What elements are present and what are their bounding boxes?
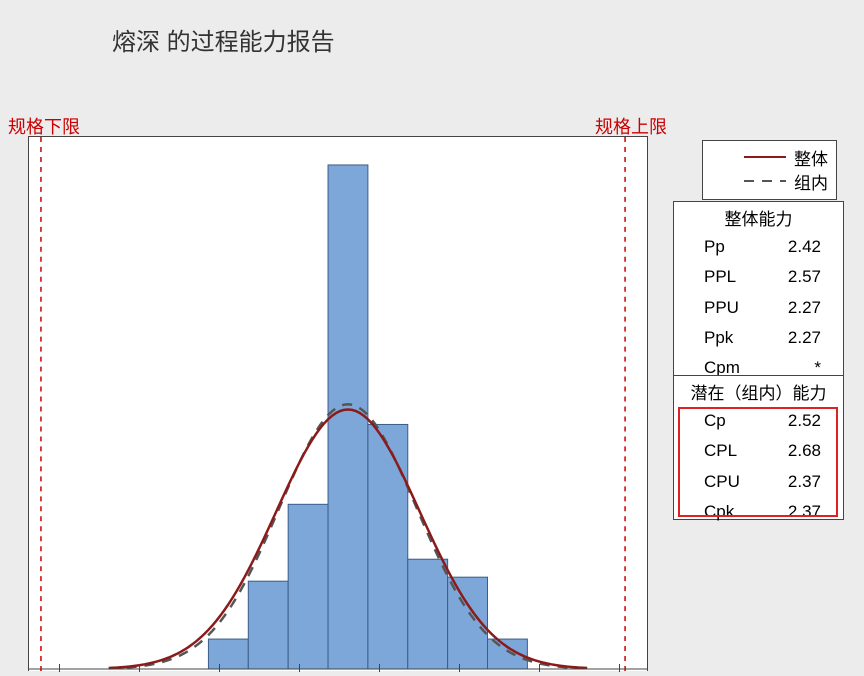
x-tick bbox=[59, 664, 60, 672]
legend-within: 组内 bbox=[711, 169, 828, 193]
within-stat-label: CPU bbox=[704, 469, 740, 495]
within-stat-value: 2.52 bbox=[788, 408, 821, 434]
overall-stat-value: 2.42 bbox=[788, 234, 821, 260]
within-stat-row: Cpk 2.37 bbox=[674, 497, 843, 527]
overall-stat-value: 2.57 bbox=[788, 264, 821, 290]
overall-stat-row: Pp 2.42 bbox=[674, 232, 843, 262]
overall-stat-value: 2.27 bbox=[788, 325, 821, 351]
overall-stat-row: Ppk 2.27 bbox=[674, 323, 843, 353]
overall-stat-label: PPL bbox=[704, 264, 736, 290]
overall-stat-row: PPU 2.27 bbox=[674, 293, 843, 323]
legend-solid-line-icon bbox=[744, 156, 786, 158]
within-stat-value: 2.37 bbox=[788, 469, 821, 495]
overall-stat-label: PPU bbox=[704, 295, 739, 321]
legend-within-label: 组内 bbox=[794, 169, 828, 194]
legend-overall: 整体 bbox=[711, 145, 828, 169]
x-tick bbox=[459, 664, 460, 672]
legend-dash-line-icon bbox=[744, 180, 786, 182]
overall-stat-label: Ppk bbox=[704, 325, 733, 351]
overall-capability-header: 整体能力 bbox=[674, 202, 843, 232]
capability-histogram bbox=[28, 136, 648, 671]
within-stat-row: Cp 2.52 bbox=[674, 406, 843, 436]
overall-capability-box: 整体能力 Pp2.42PPL2.57PPU2.27Ppk2.27Cpm* bbox=[673, 201, 844, 376]
x-tick bbox=[219, 664, 220, 672]
x-tick bbox=[619, 664, 620, 672]
legend: 整体 组内 bbox=[702, 140, 837, 200]
chart-svg bbox=[29, 137, 647, 671]
overall-stat-row: PPL 2.57 bbox=[674, 262, 843, 292]
within-stat-value: 2.37 bbox=[788, 499, 821, 525]
within-stat-row: CPU 2.37 bbox=[674, 467, 843, 497]
report-title: 熔深 的过程能力报告 bbox=[112, 22, 335, 57]
within-stat-label: CPL bbox=[704, 438, 737, 464]
overall-stat-value: 2.27 bbox=[788, 295, 821, 321]
overall-stat-label: Pp bbox=[704, 234, 725, 260]
x-tick bbox=[139, 664, 140, 672]
within-stat-value: 2.68 bbox=[788, 438, 821, 464]
within-capability-box: 潜在（组内）能力 Cp2.52CPL2.68CPU2.37Cpk2.37 bbox=[673, 375, 844, 520]
within-stat-label: Cpk bbox=[704, 499, 734, 525]
within-stat-label: Cp bbox=[704, 408, 726, 434]
x-tick bbox=[379, 664, 380, 672]
within-capability-header: 潜在（组内）能力 bbox=[674, 376, 843, 406]
legend-overall-label: 整体 bbox=[794, 145, 828, 170]
within-stat-row: CPL 2.68 bbox=[674, 436, 843, 466]
x-tick bbox=[539, 664, 540, 672]
x-tick bbox=[299, 664, 300, 672]
